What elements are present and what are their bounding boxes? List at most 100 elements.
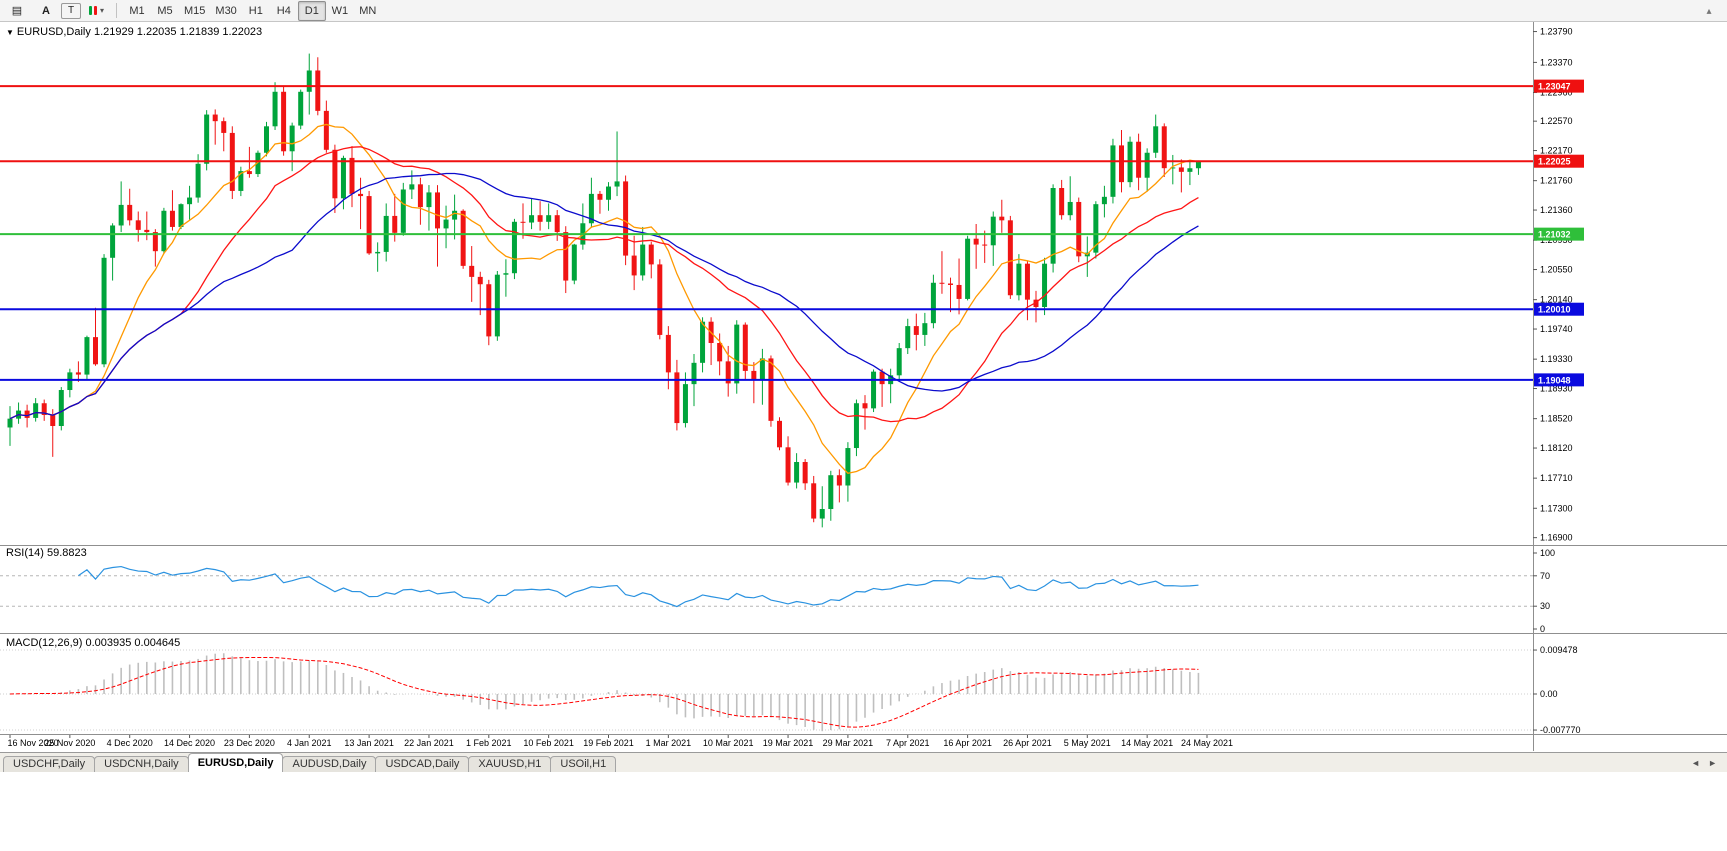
svg-text:5 May 2021: 5 May 2021 bbox=[1064, 738, 1111, 748]
price-tag bbox=[1534, 227, 1584, 241]
svg-text:4 Dec 2020: 4 Dec 2020 bbox=[107, 738, 153, 748]
tab-scroll-right-icon[interactable]: ► bbox=[1708, 757, 1717, 768]
timeframe-button-h1[interactable]: H1 bbox=[248, 4, 263, 17]
svg-text:1.17710: 1.17710 bbox=[1540, 473, 1573, 483]
timeframe-button-h4[interactable]: H4 bbox=[276, 4, 291, 17]
mini-candle-down-icon bbox=[93, 6, 97, 15]
rsi-line bbox=[78, 565, 1199, 608]
svg-text:16 Apr 2021: 16 Apr 2021 bbox=[943, 738, 992, 748]
svg-text:19 Feb 2021: 19 Feb 2021 bbox=[583, 738, 634, 748]
rsi-axis[interactable]: 100 70 30 0 bbox=[1533, 548, 1555, 634]
svg-text:70: 70 bbox=[1540, 571, 1550, 581]
text-tool-icon[interactable]: T bbox=[61, 2, 81, 19]
panel-separators bbox=[0, 22, 1727, 751]
svg-text:25 Nov 2020: 25 Nov 2020 bbox=[44, 738, 95, 748]
svg-text:4 Jan 2021: 4 Jan 2021 bbox=[287, 738, 332, 748]
macd-indicator-label: MACD(12,26,9) 0.003935 0.004645 bbox=[6, 637, 181, 649]
chart-tabs: USDCHF,Daily USDCNH,Daily EURUSD,Daily AUDU… bbox=[3, 753, 617, 772]
svg-text:1.16900: 1.16900 bbox=[1540, 533, 1573, 543]
svg-text:1.19330: 1.19330 bbox=[1540, 354, 1573, 364]
svg-text:14 Dec 2020: 14 Dec 2020 bbox=[164, 738, 215, 748]
chart-tab-eurusd[interactable]: EURUSD,Daily bbox=[187, 753, 284, 772]
svg-text:1.22570: 1.22570 bbox=[1540, 116, 1573, 126]
drawing-tools-dropdown-icon[interactable]: ▾ bbox=[82, 1, 110, 21]
svg-text:0: 0 bbox=[1540, 624, 1545, 634]
tab-scroll-left-icon[interactable]: ◄ bbox=[1691, 757, 1701, 768]
svg-text:16 Nov 2020: 16 Nov 2020 bbox=[7, 738, 58, 748]
toolbar: ▤ A T ▾ M1 M5 M15 M30 H1 H4 D1 W1 MN ▴ bbox=[0, 0, 1727, 22]
price-axis[interactable]: 1.237901.233701.229601.225701.221701.217… bbox=[1533, 27, 1584, 543]
chart-area[interactable]: 1.237901.233701.229601.225701.221701.217… bbox=[0, 0, 1727, 751]
svg-text:1.18120: 1.18120 bbox=[1540, 443, 1573, 453]
horizontal-lines-layer bbox=[0, 85, 1533, 381]
svg-text:1.19048: 1.19048 bbox=[1538, 375, 1571, 385]
svg-text:1.21760: 1.21760 bbox=[1540, 176, 1573, 186]
svg-text:1.23047: 1.23047 bbox=[1538, 82, 1571, 92]
chart-tab-usoil[interactable]: USOil,H1 bbox=[550, 756, 617, 772]
price-tag bbox=[1534, 302, 1584, 316]
candles-layer bbox=[7, 53, 1201, 528]
font-tool-icon[interactable]: A bbox=[42, 4, 50, 17]
svg-text:30: 30 bbox=[1540, 601, 1550, 611]
svg-text:24 May 2021: 24 May 2021 bbox=[1181, 738, 1233, 748]
timeframe-group: M1 M5 M15 M30 H1 H4 D1 W1 MN bbox=[123, 0, 382, 21]
price-tag bbox=[1534, 373, 1584, 387]
svg-text:22 Jan 2021: 22 Jan 2021 bbox=[404, 738, 454, 748]
toolbar-separator bbox=[116, 3, 117, 18]
chart-tab-audusd[interactable]: AUDUSD,Daily bbox=[282, 756, 377, 772]
svg-text:1.18930: 1.18930 bbox=[1540, 384, 1573, 394]
svg-text:1.23370: 1.23370 bbox=[1540, 57, 1573, 67]
timeframe-button-w1[interactable]: W1 bbox=[331, 4, 349, 17]
svg-text:26 Apr 2021: 26 Apr 2021 bbox=[1003, 738, 1052, 748]
chart-tab-usdcnh[interactable]: USDCNH,Daily bbox=[94, 756, 189, 772]
menu-grid-icon[interactable]: ▤ bbox=[11, 5, 23, 17]
chart-tab-usdcad[interactable]: USDCAD,Daily bbox=[375, 756, 470, 772]
timeframe-button-m15[interactable]: M15 bbox=[184, 4, 206, 17]
svg-text:100: 100 bbox=[1540, 548, 1555, 558]
svg-text:1.23790: 1.23790 bbox=[1540, 27, 1573, 37]
svg-text:14 May 2021: 14 May 2021 bbox=[1121, 738, 1173, 748]
svg-text:1.20010: 1.20010 bbox=[1538, 305, 1571, 315]
svg-text:1.22025: 1.22025 bbox=[1538, 157, 1571, 167]
timeframe-button-mn[interactable]: MN bbox=[359, 4, 377, 17]
svg-text:-0.007770: -0.007770 bbox=[1540, 725, 1581, 735]
ohlc-values: 1.21929 1.22035 1.21839 1.22023 bbox=[93, 26, 263, 38]
svg-text:29 Mar 2021: 29 Mar 2021 bbox=[823, 738, 874, 748]
chart-tab-bar: USDCHF,Daily USDCNH,Daily EURUSD,Daily AUDU… bbox=[0, 752, 1727, 772]
rsi-level-lines bbox=[0, 575, 1533, 607]
timeframe-button-m1[interactable]: M1 bbox=[129, 4, 145, 17]
svg-text:10 Mar 2021: 10 Mar 2021 bbox=[703, 738, 754, 748]
svg-text:10 Feb 2021: 10 Feb 2021 bbox=[523, 738, 574, 748]
toolbar-collapse-icon[interactable]: ▴ bbox=[1706, 5, 1712, 17]
rsi-indicator-label: RSI(14) 59.8823 bbox=[6, 547, 87, 559]
svg-text:1 Mar 2021: 1 Mar 2021 bbox=[646, 738, 692, 748]
chevron-down-icon: ▾ bbox=[99, 6, 104, 15]
svg-text:19 Mar 2021: 19 Mar 2021 bbox=[763, 738, 814, 748]
svg-text:1.21360: 1.21360 bbox=[1540, 205, 1573, 215]
svg-text:0.009478: 0.009478 bbox=[1540, 645, 1578, 655]
svg-text:1.19740: 1.19740 bbox=[1540, 324, 1573, 334]
svg-text:1.21032: 1.21032 bbox=[1538, 230, 1571, 240]
timeframe-button-d1[interactable]: D1 bbox=[297, 0, 326, 21]
chart-tab-xauusd[interactable]: XAUUSD,H1 bbox=[468, 756, 552, 772]
moving-average-lines bbox=[9, 123, 1199, 474]
svg-text:23 Dec 2020: 23 Dec 2020 bbox=[224, 738, 275, 748]
svg-text:1 Feb 2021: 1 Feb 2021 bbox=[466, 738, 512, 748]
timeframe-button-m5[interactable]: M5 bbox=[157, 4, 173, 17]
macd-axis[interactable]: 0.009478 0.00 -0.007770 bbox=[1533, 645, 1581, 735]
symbol-dropdown-icon[interactable]: ▼ bbox=[6, 28, 14, 37]
macd-histogram bbox=[17, 653, 1200, 732]
symbol-name: EURUSD,Daily bbox=[16, 26, 91, 38]
svg-text:0.00: 0.00 bbox=[1540, 689, 1558, 699]
price-tag bbox=[1534, 154, 1584, 168]
svg-text:7 Apr 2021: 7 Apr 2021 bbox=[886, 738, 930, 748]
svg-text:1.20140: 1.20140 bbox=[1540, 295, 1573, 305]
svg-text:1.20550: 1.20550 bbox=[1540, 265, 1573, 275]
chart-symbol-label: ▼ EURUSD,Daily 1.21929 1.22035 1.21839 1.… bbox=[6, 26, 262, 38]
timeframe-button-m30[interactable]: M30 bbox=[215, 4, 237, 17]
window-background bbox=[0, 772, 1727, 851]
mini-candle-up-icon bbox=[88, 6, 92, 15]
chart-tab-usdchf[interactable]: USDCHF,Daily bbox=[3, 756, 96, 772]
svg-text:1.22170: 1.22170 bbox=[1540, 146, 1573, 156]
